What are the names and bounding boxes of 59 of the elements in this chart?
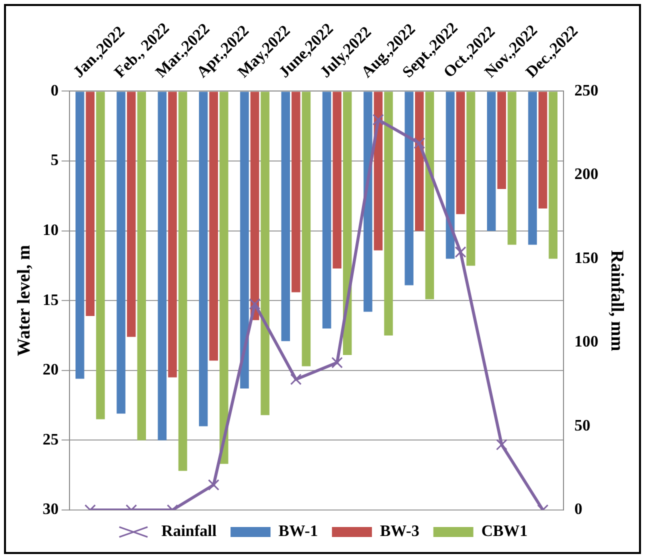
bar bbox=[364, 92, 372, 312]
bar bbox=[250, 92, 260, 320]
y2-tick-label: 50 bbox=[574, 417, 590, 434]
bar bbox=[260, 92, 270, 416]
y2-tick-label: 200 bbox=[574, 166, 598, 184]
y-tick-label: 15 bbox=[42, 292, 59, 309]
bar bbox=[332, 92, 342, 269]
y-tick-label: 5 bbox=[50, 152, 59, 170]
bar bbox=[86, 92, 95, 316]
bar bbox=[548, 92, 558, 259]
y2-tick-label: 250 bbox=[574, 82, 598, 100]
bar bbox=[198, 92, 208, 426]
bar bbox=[404, 92, 414, 286]
legend-label: CBW1 bbox=[481, 523, 528, 540]
bar bbox=[538, 92, 548, 208]
bar bbox=[137, 92, 146, 440]
point bbox=[372, 114, 384, 126]
bar bbox=[126, 92, 136, 337]
y-axis-title: Water level, m bbox=[13, 245, 34, 356]
bar bbox=[446, 92, 455, 259]
bar bbox=[178, 92, 188, 471]
y2-tick-label: 150 bbox=[574, 250, 598, 267]
y2-axis-title: Rainfall, mm bbox=[608, 250, 628, 352]
bar bbox=[508, 92, 516, 245]
point bbox=[414, 137, 426, 149]
bar bbox=[466, 92, 476, 266]
bar bbox=[384, 92, 393, 336]
bar bbox=[158, 92, 167, 440]
bar bbox=[96, 92, 105, 420]
point bbox=[331, 356, 343, 368]
bar bbox=[292, 92, 300, 292]
bar bbox=[415, 92, 424, 231]
bar bbox=[168, 92, 177, 378]
bar bbox=[322, 92, 332, 329]
legend-label: BW-3 bbox=[380, 523, 420, 540]
legend-label: Rainfall bbox=[161, 523, 218, 540]
bar bbox=[342, 92, 352, 356]
point bbox=[454, 246, 466, 258]
bar bbox=[281, 92, 290, 342]
bar bbox=[497, 92, 506, 189]
bar bbox=[240, 92, 249, 389]
bar bbox=[209, 92, 218, 361]
y-tick-label: 25 bbox=[42, 431, 59, 448]
bar bbox=[302, 92, 311, 366]
bar bbox=[425, 92, 434, 300]
legend-label: BW-1 bbox=[278, 523, 318, 540]
point bbox=[249, 298, 260, 310]
y-tick-label: 0 bbox=[50, 82, 59, 100]
bar bbox=[76, 92, 84, 379]
y2-tick-label: 100 bbox=[574, 334, 598, 351]
bar bbox=[456, 92, 465, 214]
y-tick-label: 20 bbox=[42, 362, 59, 379]
y-tick-label: 10 bbox=[42, 222, 59, 239]
bar bbox=[528, 92, 537, 245]
y-tick-label: 30 bbox=[42, 501, 59, 518]
bar bbox=[487, 92, 496, 231]
y2-tick-label: 0 bbox=[574, 501, 582, 518]
bar bbox=[220, 92, 228, 464]
bar bbox=[116, 92, 126, 414]
